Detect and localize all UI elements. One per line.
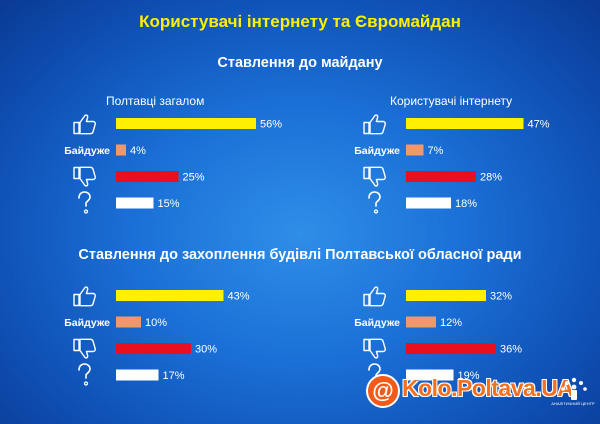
panel-label-poltava-total: Полтавці загалом bbox=[106, 94, 205, 108]
category-label-3-1: Байдуже bbox=[354, 317, 400, 329]
value-label-3-3: 19% bbox=[458, 370, 480, 382]
bar-0-2 bbox=[116, 171, 179, 182]
thumbs-up-icon-2 bbox=[73, 286, 96, 307]
bar-2-0 bbox=[116, 290, 224, 301]
value-label-1-1: 7% bbox=[428, 145, 444, 157]
value-label-0-1: 4% bbox=[130, 145, 146, 157]
value-label-0-2: 25% bbox=[183, 172, 205, 184]
value-label-1-2: 28% bbox=[480, 172, 502, 184]
bar-3-2 bbox=[406, 343, 496, 354]
bar-1-1 bbox=[406, 144, 424, 156]
value-label-0-0: 56% bbox=[260, 119, 282, 131]
value-label-2-3: 17% bbox=[163, 370, 185, 382]
bar-3-3 bbox=[406, 369, 454, 381]
value-label-1-0: 47% bbox=[528, 119, 550, 131]
value-label-2-0: 43% bbox=[228, 291, 250, 303]
bar-2-2 bbox=[116, 343, 191, 354]
category-label-0-1: Байдуже bbox=[64, 145, 110, 157]
bar-3-0 bbox=[406, 290, 486, 301]
bar-3-1 bbox=[406, 316, 436, 328]
thumbs-down-icon-1 bbox=[363, 166, 386, 187]
value-label-2-2: 30% bbox=[195, 344, 217, 356]
value-label-3-0: 32% bbox=[490, 291, 512, 303]
value-label-3-2: 36% bbox=[500, 344, 522, 356]
thumbs-up-icon-1 bbox=[363, 114, 386, 135]
thumbs-down-icon-0 bbox=[73, 166, 96, 187]
bar-2-1 bbox=[116, 316, 141, 328]
question-mark-icon-0 bbox=[78, 191, 91, 214]
thumbs-up-icon-3 bbox=[363, 286, 386, 307]
bar-0-1 bbox=[116, 144, 126, 156]
value-label-3-1: 12% bbox=[440, 317, 462, 329]
bar-2-3 bbox=[116, 369, 159, 381]
question-mark-icon-2 bbox=[78, 363, 91, 386]
bar-1-2 bbox=[406, 171, 476, 182]
category-label-1-1: Байдуже bbox=[354, 145, 400, 157]
category-label-2-1: Байдуже bbox=[64, 317, 110, 329]
bar-1-0 bbox=[406, 118, 524, 129]
question-mark-icon-1 bbox=[368, 191, 381, 214]
value-label-0-3: 15% bbox=[158, 198, 180, 210]
bar-0-3 bbox=[116, 197, 154, 209]
thumbs-down-icon-2 bbox=[73, 338, 96, 359]
section-title-maidan: Ставлення до майдану bbox=[217, 55, 383, 71]
bar-1-3 bbox=[406, 197, 451, 209]
value-label-2-1: 10% bbox=[145, 317, 167, 329]
section-title-building: Ставлення до захоплення будівлі Полтавсь… bbox=[78, 247, 522, 263]
bar-0-0 bbox=[116, 118, 256, 129]
analytic-center-logo-icon bbox=[561, 377, 587, 400]
page-title: Користувачі інтернету та Євромайдан bbox=[139, 12, 461, 31]
panel-label-internet-users: Користувачі інтернету bbox=[390, 94, 513, 108]
value-label-1-3: 18% bbox=[455, 198, 477, 210]
thumbs-up-icon-0 bbox=[73, 114, 96, 135]
at-symbol-icon: @ bbox=[366, 374, 400, 408]
watermark-logo-text: АНАЛІТИЧНИЙ ЦЕНТР bbox=[551, 401, 595, 406]
thumbs-down-icon-3 bbox=[363, 338, 386, 359]
watermark: @ Kolo.Poltava.UA АНАЛІТИЧНИЙ ЦЕНТР bbox=[362, 372, 595, 412]
watermark-text: Kolo.Poltava.UA bbox=[402, 375, 574, 401]
